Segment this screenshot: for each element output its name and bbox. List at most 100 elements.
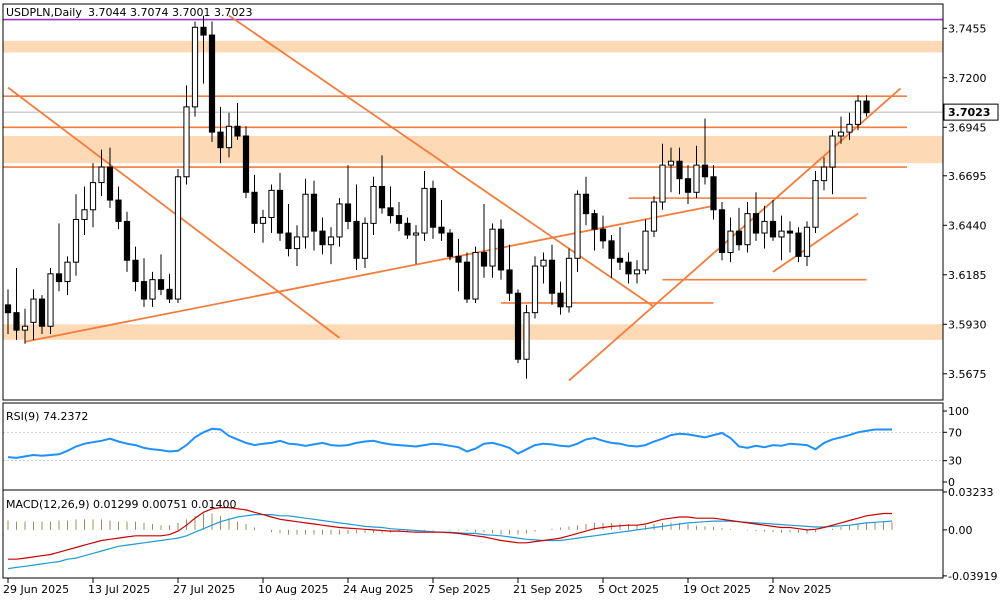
candle xyxy=(608,235,615,278)
candle-body xyxy=(404,222,411,236)
time-tick-label: 21 Sep 2025 xyxy=(513,583,583,596)
horizontal-levels xyxy=(3,18,943,168)
candle xyxy=(98,149,105,197)
candle-body xyxy=(38,298,46,327)
trendline-3 xyxy=(568,87,902,382)
price-panel[interactable]: USDPLN,Daily 3.7044 3.7074 3.7001 3.7023… xyxy=(3,6,999,382)
candle-body xyxy=(727,230,734,253)
candle-body xyxy=(132,259,139,283)
candle-body xyxy=(778,230,785,238)
candle xyxy=(21,308,29,344)
candle-body xyxy=(684,178,692,193)
candle xyxy=(387,186,394,224)
candle-body xyxy=(863,100,870,114)
candle-body xyxy=(574,193,581,259)
candle-body xyxy=(106,166,114,201)
candle-body xyxy=(276,189,284,234)
candle xyxy=(565,248,573,313)
candle-body xyxy=(21,325,29,331)
candle xyxy=(625,252,632,284)
candle xyxy=(701,118,709,185)
candle xyxy=(684,165,692,204)
candle-body xyxy=(353,220,360,259)
candle xyxy=(667,147,675,193)
candle-body xyxy=(225,125,233,149)
candle xyxy=(531,256,539,319)
candle xyxy=(633,260,641,284)
candle xyxy=(200,15,207,84)
candle-body xyxy=(540,259,547,267)
candle xyxy=(591,209,598,251)
candle-body xyxy=(472,251,479,300)
candle-body xyxy=(200,26,207,36)
candle xyxy=(38,295,46,334)
support-resistance-zones xyxy=(3,40,943,340)
candle-body xyxy=(378,185,386,209)
candle xyxy=(293,225,301,267)
candle-body xyxy=(829,135,836,168)
candle xyxy=(217,106,224,164)
candle xyxy=(582,176,590,226)
candle xyxy=(480,203,488,278)
time-tick-label: 7 Sep 2025 xyxy=(428,583,491,596)
candle-body xyxy=(13,312,20,331)
candle-body xyxy=(846,123,853,133)
candle-body xyxy=(387,207,394,217)
candle xyxy=(557,281,564,315)
candle xyxy=(863,95,870,117)
chart-header-low: 3.7001 xyxy=(172,6,211,19)
macd-panel[interactable]: MACD(12,26,9) 0.01299 0.00751 0.01400 0.… xyxy=(6,486,997,583)
candle xyxy=(183,85,190,185)
candle-body xyxy=(455,255,462,263)
price-zone-1 xyxy=(3,136,943,164)
candle-body xyxy=(812,180,819,228)
macd-tick-label: 0.00 xyxy=(948,524,973,537)
candle xyxy=(642,219,649,274)
candle xyxy=(327,227,335,265)
candle xyxy=(676,147,683,195)
candle-body xyxy=(157,279,165,290)
candle-body xyxy=(854,100,862,125)
rsi-series xyxy=(7,427,892,459)
candle-body xyxy=(412,232,420,236)
candle xyxy=(370,176,377,235)
chart-header-open: 3.7044 xyxy=(88,6,127,19)
candle xyxy=(361,217,369,268)
candle-body xyxy=(242,135,250,193)
candle-body xyxy=(293,236,301,250)
price-tick-label: 3.6440 xyxy=(948,219,987,232)
rsi-line xyxy=(7,427,892,459)
macd-frame xyxy=(2,489,944,579)
candle xyxy=(89,163,97,228)
candle-body xyxy=(718,209,726,253)
time-tick-label: 13 Jul 2025 xyxy=(88,583,150,596)
time-tick-label: 19 Oct 2025 xyxy=(683,583,751,596)
candle xyxy=(395,202,403,232)
price-tick-label: 3.7455 xyxy=(948,22,987,35)
time-tick-label: 29 Jun 2025 xyxy=(3,583,69,596)
candle-body xyxy=(140,281,148,300)
candle xyxy=(421,170,428,241)
candle xyxy=(412,225,420,265)
candle xyxy=(353,184,360,270)
macd-main-line xyxy=(8,507,892,560)
candle-body xyxy=(769,220,777,238)
candle xyxy=(259,209,267,243)
candle-body xyxy=(591,213,598,230)
candle-body xyxy=(795,232,802,257)
candle xyxy=(4,289,12,334)
candle-body xyxy=(548,259,556,294)
candle xyxy=(149,271,156,307)
candle xyxy=(242,126,250,199)
candle-body xyxy=(480,251,488,267)
time-tick-label: 5 Oct 2025 xyxy=(598,583,659,596)
candle-body xyxy=(64,261,71,283)
candle xyxy=(30,289,37,340)
rsi-panel[interactable]: RSI(9) 74.2372 100 70 30 0 xyxy=(3,405,969,489)
candle xyxy=(47,268,54,334)
candle-body xyxy=(676,160,683,180)
candle xyxy=(574,190,581,272)
chart-header-symbol: USDPLN,Daily xyxy=(6,6,82,19)
candle-body xyxy=(693,164,700,193)
